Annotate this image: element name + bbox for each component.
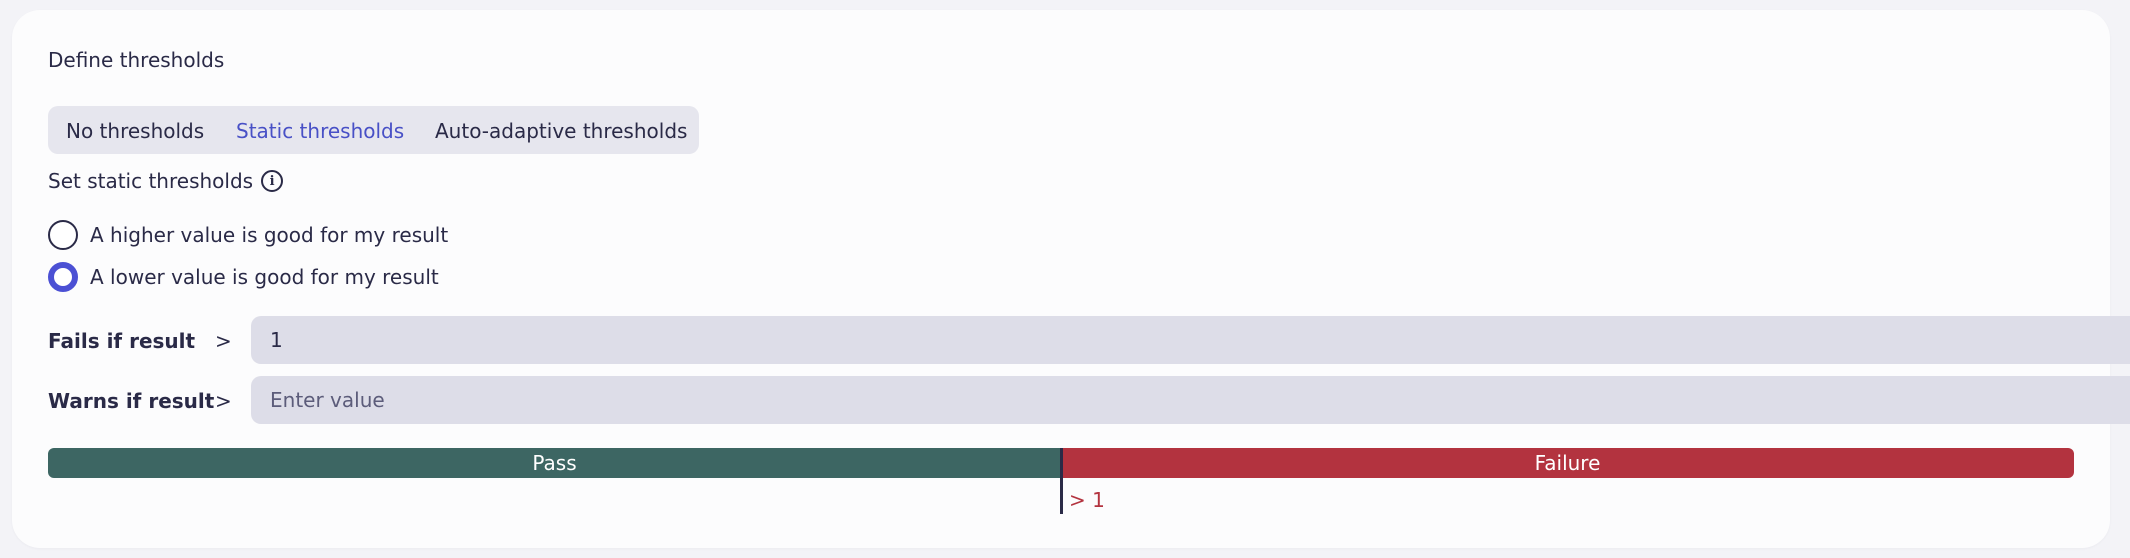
info-icon[interactable]: i [261, 170, 284, 192]
tab-static-thresholds[interactable]: Static thresholds [236, 119, 405, 143]
radio-button[interactable] [48, 220, 78, 250]
static-thresholds-heading: Set static thresholds i [48, 169, 284, 193]
warns-operator: > [215, 389, 232, 413]
fails-operator: > [215, 329, 232, 353]
warns-label: Warns if result [48, 389, 215, 413]
threshold-marker-line [1060, 448, 1063, 514]
radio-button-checked[interactable] [48, 262, 78, 292]
threshold-marker-label: > 1 [1069, 488, 1105, 512]
warns-threshold-input[interactable] [251, 376, 2130, 424]
tab-auto-adaptive-thresholds[interactable]: Auto-adaptive thresholds [435, 119, 688, 143]
radio-higher-is-good[interactable]: A higher value is good for my result [48, 220, 448, 250]
threshold-mode-segmented-control: No thresholds Static thresholds Auto-ada… [48, 106, 699, 154]
fails-threshold-input[interactable] [251, 316, 2130, 364]
fails-label: Fails if result [48, 329, 196, 353]
static-thresholds-title: Set static thresholds [48, 169, 254, 193]
pass-segment: Pass [48, 448, 1061, 478]
result-range-bar: Pass Failure [48, 448, 2074, 478]
failure-segment: Failure [1061, 448, 2074, 478]
radio-lower-label: A lower value is good for my result [90, 265, 439, 289]
section-title: Define thresholds [48, 48, 225, 72]
radio-higher-label: A higher value is good for my result [90, 223, 449, 247]
radio-lower-is-good[interactable]: A lower value is good for my result [48, 262, 439, 292]
tab-no-thresholds[interactable]: No thresholds [66, 119, 205, 143]
